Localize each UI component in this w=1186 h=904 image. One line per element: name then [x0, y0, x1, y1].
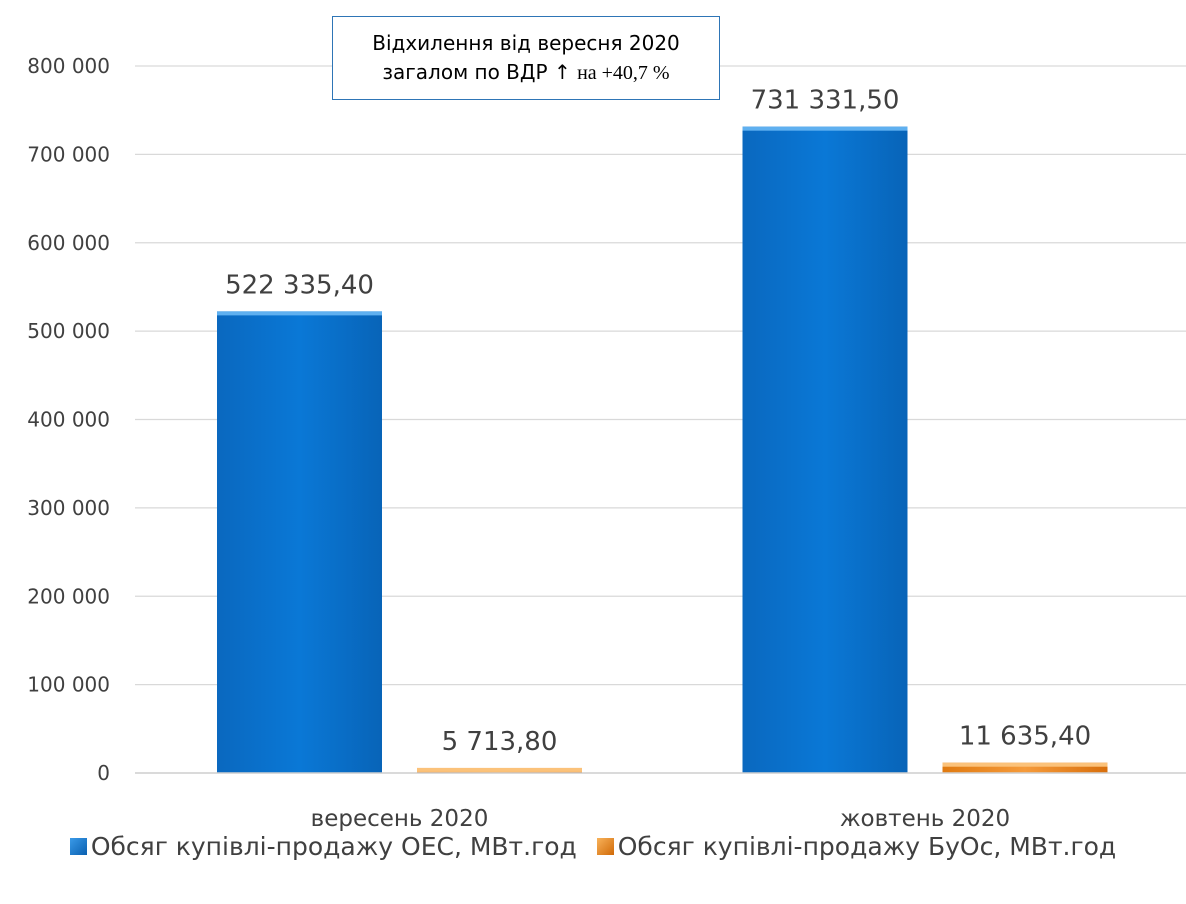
- y-tick-label: 500 000: [27, 319, 110, 343]
- y-tick-label: 400 000: [27, 408, 110, 432]
- y-tick-label: 0: [97, 761, 110, 785]
- annotation-line-1: Відхилення від вересня 2020: [372, 31, 680, 55]
- bar-oes-1: [742, 126, 908, 773]
- y-tick-label: 600 000: [27, 231, 110, 255]
- y-tick-label: 100 000: [27, 673, 110, 697]
- bar-highlight: [942, 762, 1108, 767]
- annotation-line-2-prefix: загалом по ВДР ↑: [382, 60, 571, 84]
- bar-highlight: [217, 311, 382, 316]
- x-category-label: вересень 2020: [311, 806, 489, 832]
- chart-legend: Обсяг купівлі-продажу ОЕС, МВт.год Обсяг…: [0, 832, 1186, 861]
- bar-oes-0: [217, 311, 382, 773]
- bar-buos-1: [942, 762, 1108, 773]
- legend-item-buos: Обсяг купівлі-продажу БуОс, МВт.год: [596, 832, 1117, 861]
- bar-highlight: [742, 126, 908, 131]
- legend-swatch-buos: [596, 838, 614, 855]
- annotation-line-2-suffix: на +40,7 %: [577, 62, 670, 84]
- legend-swatch-oes: [69, 838, 87, 855]
- data-label: 522 335,40: [225, 270, 374, 300]
- legend-label-oes: Обсяг купівлі-продажу ОЕС, МВт.год: [90, 832, 577, 861]
- y-tick-label: 200 000: [27, 584, 110, 608]
- y-tick-label: 300 000: [27, 496, 110, 520]
- legend-item-oes: Обсяг купівлі-продажу ОЕС, МВт.год: [69, 832, 577, 861]
- data-label: 11 635,40: [959, 722, 1091, 752]
- deviation-annotation: Відхилення від вересня 2020 загалом по В…: [332, 16, 720, 100]
- y-tick-label: 800 000: [27, 54, 110, 78]
- legend-label-buos: Обсяг купівлі-продажу БуОс, МВт.год: [617, 832, 1117, 861]
- x-category-label: жовтень 2020: [840, 806, 1010, 832]
- data-label: 5 713,80: [442, 727, 558, 757]
- data-label: 731 331,50: [751, 86, 900, 116]
- y-tick-label: 700 000: [27, 142, 110, 166]
- bar-highlight: [417, 767, 582, 772]
- annotation-line-2: загалом по ВДР ↑ на +40,7 %: [333, 58, 719, 88]
